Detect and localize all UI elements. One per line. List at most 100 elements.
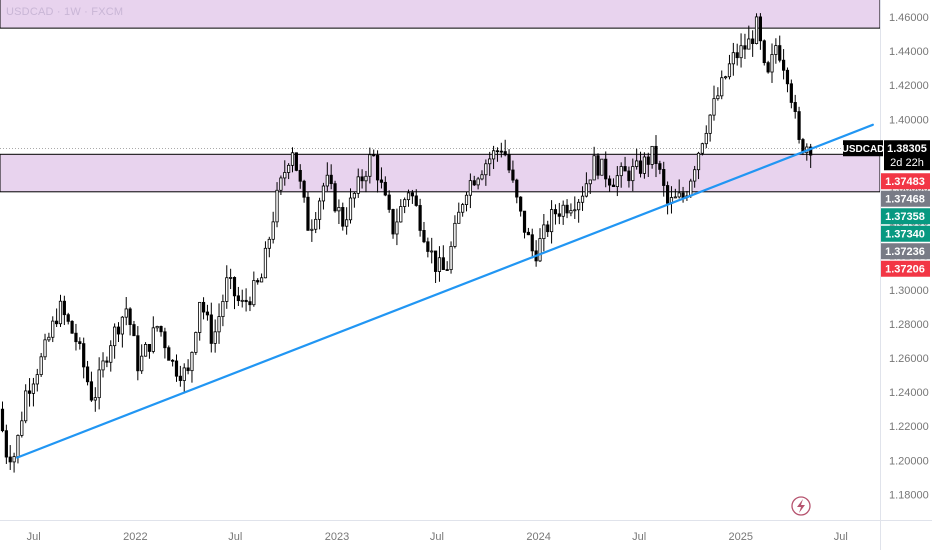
- candle-body-down: [159, 326, 163, 333]
- candle-body-up: [259, 277, 264, 283]
- symbol-tag-text: USDCAD: [842, 144, 885, 155]
- candle: [600, 158, 604, 176]
- candle: [549, 200, 554, 244]
- time-tick-label: Jul: [228, 531, 242, 543]
- candle: [565, 199, 569, 219]
- candle: [43, 333, 47, 360]
- candle-body-down: [244, 299, 248, 303]
- candle-body-down: [785, 69, 790, 85]
- candle: [399, 199, 403, 223]
- resistance-zone-0[interactable]: [0, 0, 881, 29]
- candle-body-down: [178, 375, 182, 381]
- candle-body-down: [85, 366, 90, 383]
- candle-body-down: [186, 367, 190, 372]
- candle: [345, 207, 349, 235]
- candle: [58, 294, 63, 327]
- candle-body-down: [522, 210, 527, 233]
- candle-body-down: [519, 196, 523, 212]
- price-tag-text: 1.37206: [885, 264, 925, 276]
- candle: [735, 43, 739, 66]
- resistance-zone-1[interactable]: [0, 153, 881, 193]
- price-tag-red: [881, 173, 930, 190]
- trendline[interactable]: [16, 123, 874, 459]
- candle-body-down: [232, 277, 237, 297]
- price-tick-label: 1.24000: [889, 387, 929, 399]
- candle: [66, 312, 70, 325]
- candle: [724, 75, 728, 80]
- candle: [507, 149, 511, 174]
- candle-body-up: [693, 169, 697, 182]
- candle-body-up: [24, 390, 28, 422]
- candle-body-down: [329, 174, 333, 185]
- candle: [321, 182, 326, 210]
- candle: [553, 204, 558, 225]
- price-tick-label: 1.20000: [889, 455, 929, 467]
- lightning-icon[interactable]: [791, 496, 811, 516]
- candle: [113, 323, 117, 359]
- candle-body-up: [317, 200, 322, 220]
- candle-body-up: [190, 351, 194, 372]
- candle-body-up: [120, 316, 124, 335]
- candle-body-up: [480, 174, 484, 180]
- candle: [97, 357, 101, 410]
- candle: [383, 176, 387, 197]
- candle-body-up: [399, 206, 403, 223]
- candle: [252, 271, 256, 307]
- candle-body-up: [35, 374, 39, 385]
- candle: [592, 146, 596, 181]
- candle: [51, 316, 55, 343]
- candle-body-down: [78, 341, 82, 345]
- candle-body-up: [12, 456, 16, 463]
- candle-body-up: [151, 327, 155, 352]
- time-axis[interactable]: Jul 2022 Jul 2023 Jul 2024 Jul 2025 Jul: [27, 531, 848, 543]
- candle: [171, 359, 175, 367]
- candle: [279, 175, 283, 195]
- candle-body-down: [658, 163, 662, 170]
- candle-body-down: [507, 154, 511, 171]
- candle: [449, 241, 453, 274]
- candle-body-up: [538, 238, 542, 262]
- candle-body-down: [557, 213, 561, 217]
- price-tag-text: 1.37483: [885, 176, 925, 188]
- candle: [275, 182, 279, 228]
- time-tick-label: 2022: [123, 531, 147, 543]
- candle: [39, 352, 43, 377]
- trendline-layer[interactable]: [16, 123, 874, 459]
- candle: [74, 323, 78, 351]
- candle-body-up: [677, 192, 681, 198]
- candle-body-down: [782, 59, 786, 71]
- candle: [16, 434, 20, 464]
- candle-body-up: [221, 300, 225, 317]
- symbol-header: USDCAD · 1W · FXCM: [6, 6, 124, 18]
- candle: [577, 199, 581, 223]
- candle-body-down: [751, 38, 755, 44]
- candle: [727, 54, 732, 80]
- candle: [205, 304, 210, 321]
- candle-body-up: [642, 156, 646, 174]
- candle: [720, 70, 724, 100]
- current-price-value: 1.38305: [887, 143, 927, 155]
- candle: [198, 301, 202, 341]
- candle-body-up: [124, 308, 128, 318]
- candle-body-down: [8, 456, 12, 463]
- candle-body-down: [596, 155, 600, 176]
- candle: [356, 168, 360, 198]
- candle: [294, 152, 298, 172]
- candle-body-up: [774, 45, 778, 55]
- candle: [476, 176, 480, 190]
- candle-body-up: [213, 331, 217, 344]
- candle-body-up: [47, 336, 51, 341]
- candle-body-down: [205, 311, 210, 316]
- price-tag-gray: [881, 190, 930, 207]
- candle-body-up: [395, 221, 399, 235]
- price-tick-label: 1.42000: [889, 80, 929, 92]
- icon-layer[interactable]: [791, 496, 811, 516]
- candle: [182, 363, 186, 394]
- candle-body-up: [476, 178, 480, 186]
- candle-body-up: [747, 38, 751, 50]
- candle-body-up: [275, 189, 279, 223]
- candle-body-down: [797, 111, 801, 140]
- candle: [778, 35, 782, 63]
